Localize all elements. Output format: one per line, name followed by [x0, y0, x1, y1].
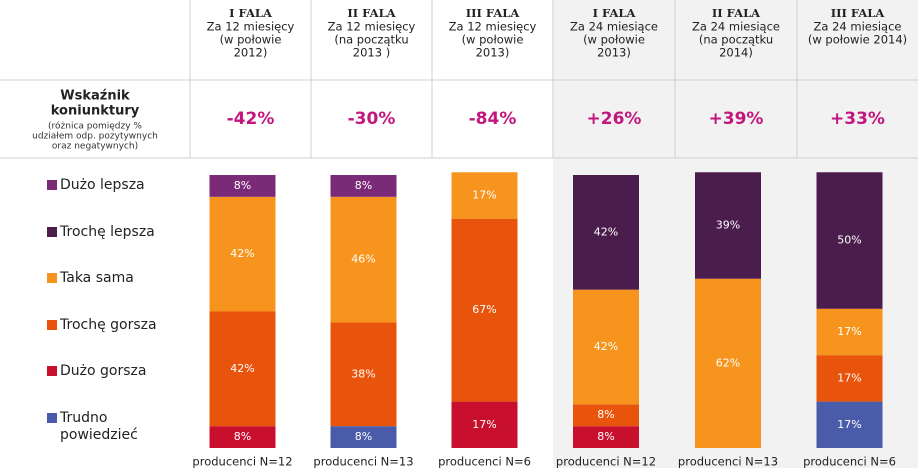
- legend-label: Dużo gorsza: [60, 363, 147, 379]
- row-note: (różnica pomiędzy %: [48, 121, 142, 132]
- column-header: Za 12 miesięcy: [328, 20, 416, 34]
- data-label: 17%: [472, 188, 496, 201]
- bar-segment: [573, 175, 639, 290]
- bar-segment: [451, 401, 518, 448]
- bar-segment: [330, 175, 397, 197]
- bar-segment: [573, 404, 639, 427]
- bar-segment: [816, 401, 883, 448]
- data-label: 42%: [594, 340, 618, 353]
- bar-segment: [209, 311, 276, 427]
- data-label: 8%: [597, 430, 614, 443]
- row-note: oraz negatywnych): [52, 142, 138, 152]
- data-label: 38%: [351, 367, 375, 380]
- column-header: 2013 ): [353, 46, 390, 60]
- column-header: I FALA: [229, 6, 273, 20]
- legend-label: Trudno powiedzieć: [60, 409, 138, 443]
- data-label: 8%: [234, 179, 251, 192]
- data-label: 8%: [234, 430, 251, 443]
- column-header: (w połowie: [583, 33, 645, 47]
- column-header: I FALA: [593, 6, 637, 20]
- bar-segment: [816, 355, 883, 402]
- bar-segment: [209, 426, 276, 448]
- bar-segment: [816, 308, 883, 356]
- bar-segment: [573, 289, 639, 405]
- column-header: Za 24 miesiące: [570, 20, 658, 34]
- legend-label: Trochę gorsza: [60, 316, 157, 333]
- legend-swatch: [47, 273, 57, 283]
- bar-segment: [209, 175, 276, 197]
- column-header: III FALA: [831, 6, 886, 20]
- legend-label: Dużo lepsza: [60, 177, 145, 193]
- data-label: 62%: [716, 356, 740, 369]
- data-label: 17%: [472, 418, 496, 431]
- column-header: Za 12 miesięcy: [207, 20, 295, 34]
- column-header: II FALA: [347, 6, 396, 20]
- column-header: II FALA: [712, 6, 761, 20]
- legend-label: Taka sama: [60, 270, 134, 286]
- bar-segment: [451, 172, 518, 219]
- indicator: -42%: [227, 109, 275, 129]
- x-tick-label: producenci N=6: [803, 455, 896, 468]
- indicator: -84%: [469, 109, 517, 129]
- x-tick-label: producenci N=6: [438, 455, 531, 468]
- x-tick-label: producenci N=13: [678, 455, 778, 468]
- legend-swatch: [47, 412, 57, 423]
- legend-swatch: [47, 180, 57, 190]
- bar-segment: [695, 278, 761, 448]
- legend-label: Trochę lepsza: [60, 223, 155, 240]
- column-header: Za 12 miesięcy: [449, 20, 537, 34]
- data-label: 8%: [597, 408, 614, 421]
- data-label: 8%: [355, 430, 372, 443]
- data-label: 17%: [837, 325, 861, 338]
- bar-segment: [330, 426, 397, 448]
- data-label: 17%: [837, 371, 861, 384]
- x-tick-label: producenci N=12: [192, 455, 292, 468]
- column-header: Za 24 miesiące: [814, 20, 902, 34]
- row-label: koniunktury: [51, 104, 140, 119]
- legend-swatch: [47, 366, 57, 376]
- legend-swatch: [47, 226, 57, 237]
- indicator: +39%: [709, 109, 764, 129]
- data-label: 42%: [594, 225, 618, 238]
- row-note: udziałem odp. pozytywnych: [32, 132, 158, 142]
- data-label: 46%: [351, 253, 375, 266]
- data-label: 42%: [230, 362, 254, 375]
- indicator: +33%: [830, 109, 885, 129]
- bar-segment: [451, 218, 518, 402]
- column-header: 2013): [476, 46, 510, 60]
- bar-segment: [209, 196, 276, 312]
- indicator: +26%: [587, 109, 642, 129]
- column-header: 2014): [719, 46, 753, 60]
- bar-segment: [695, 172, 761, 279]
- legend-swatch: [47, 319, 57, 330]
- column-header: (na początku: [699, 33, 773, 47]
- column-header: 2013): [597, 46, 631, 60]
- column-header: (w połowie: [462, 33, 524, 47]
- bar-segment: [330, 322, 397, 427]
- bar-segment: [573, 426, 639, 448]
- bar-segment: [816, 172, 883, 309]
- data-label: 8%: [355, 179, 372, 192]
- data-label: 42%: [230, 247, 254, 260]
- row-label: Wskaźnik: [60, 89, 130, 104]
- data-label: 50%: [837, 234, 861, 247]
- column-header: 2012): [234, 46, 268, 60]
- data-label: 39%: [716, 219, 740, 232]
- x-tick-label: producenci N=13: [313, 455, 413, 468]
- data-label: 67%: [472, 303, 496, 316]
- x-tick-label: producenci N=12: [556, 455, 656, 468]
- indicator: -30%: [348, 109, 396, 129]
- column-header: (na początku: [334, 33, 408, 47]
- data-label: 17%: [837, 418, 861, 431]
- column-header: (w połowie: [220, 33, 282, 47]
- column-header: III FALA: [466, 6, 521, 20]
- column-header: (w połowie 2014): [808, 33, 907, 47]
- column-header: Za 24 miesiące: [692, 20, 780, 34]
- bar-segment: [330, 196, 397, 323]
